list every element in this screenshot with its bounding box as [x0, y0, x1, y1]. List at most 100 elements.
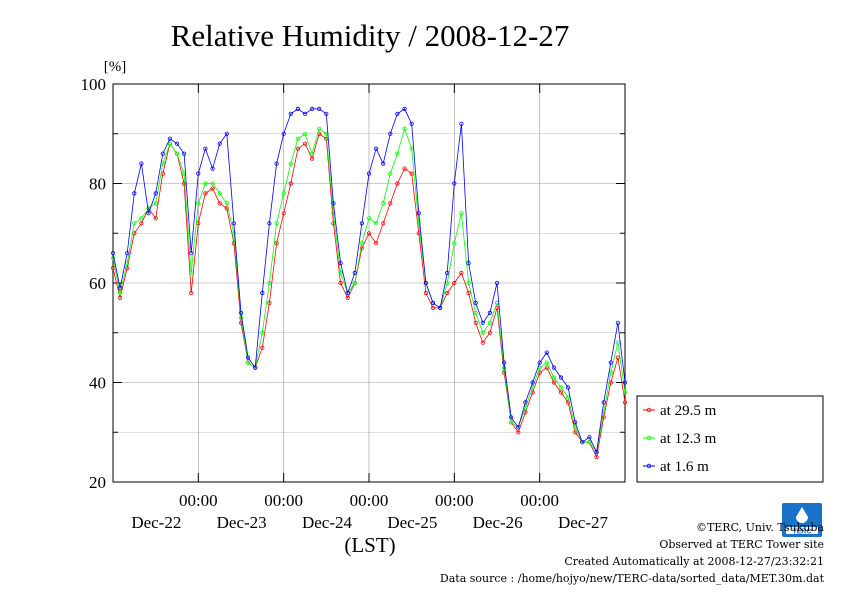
data-point	[302, 111, 308, 116]
legend-label: at 1.6 m	[660, 459, 709, 475]
data-point	[295, 106, 300, 112]
data-point	[224, 201, 229, 206]
data-point	[274, 161, 279, 166]
data-point	[395, 151, 400, 156]
data-point	[466, 290, 471, 296]
data-point	[281, 191, 286, 196]
data-point	[558, 375, 564, 380]
data-point	[231, 221, 236, 226]
data-point	[203, 181, 208, 186]
credit-observed: Observed at TERC Tower site	[659, 538, 824, 551]
data-point	[146, 211, 151, 216]
data-point	[189, 251, 194, 256]
data-point	[281, 131, 286, 136]
legend: at 29.5 m at 12.3 m at 1.6 m	[636, 395, 824, 483]
data-point	[551, 375, 557, 380]
data-point	[153, 191, 158, 196]
data-point	[480, 320, 485, 325]
data-point	[274, 221, 279, 226]
legend-label: at 29.5 m	[660, 403, 717, 419]
data-point	[537, 360, 542, 365]
data-point	[210, 186, 215, 191]
data-point	[189, 270, 194, 276]
legend-swatch-marker	[646, 435, 652, 441]
data-point	[345, 290, 350, 296]
data-point	[309, 151, 315, 156]
data-point	[509, 415, 514, 420]
x-tick-date-label: Dec-27	[558, 513, 609, 532]
data-point	[580, 440, 585, 445]
data-point	[189, 290, 194, 296]
data-point	[295, 136, 300, 141]
x-tick-time-label: 00:00	[350, 491, 389, 510]
data-point	[238, 310, 244, 315]
gridlines	[113, 84, 625, 482]
data-point	[622, 400, 628, 405]
data-point	[110, 251, 116, 256]
data-point	[139, 221, 144, 226]
data-point	[395, 181, 400, 186]
data-point	[217, 141, 222, 146]
data-point	[174, 151, 180, 156]
data-point	[373, 221, 379, 226]
data-point	[359, 221, 364, 226]
series-line	[112, 133, 626, 459]
x-tick-date-label: Dec-22	[131, 513, 181, 532]
data-point	[551, 365, 557, 370]
data-point	[317, 106, 322, 112]
data-point	[480, 340, 485, 345]
data-point	[430, 305, 436, 310]
data-point	[445, 270, 450, 276]
data-point	[125, 251, 130, 256]
data-point	[139, 216, 144, 221]
data-point	[338, 270, 343, 276]
data-point	[224, 131, 229, 136]
data-point	[203, 146, 208, 151]
data-point	[139, 161, 144, 166]
credit-created: Created Automatically at 2008-12-27/23:3…	[564, 555, 824, 568]
data-point	[565, 385, 571, 390]
data-point	[196, 171, 201, 176]
data-point	[167, 141, 172, 146]
data-point	[331, 201, 336, 206]
data-point	[203, 191, 208, 196]
data-point	[260, 345, 265, 350]
data-point	[267, 300, 272, 305]
data-point	[452, 280, 457, 286]
data-point	[388, 171, 393, 176]
data-point	[174, 141, 180, 146]
x-tick-time-label: 00:00	[435, 491, 474, 510]
data-point	[587, 440, 592, 445]
data-point	[309, 106, 315, 112]
data-point	[217, 201, 222, 206]
data-point	[615, 340, 621, 345]
data-point	[473, 310, 478, 315]
series-3	[110, 106, 628, 455]
data-point	[594, 449, 599, 455]
x-tick-date-label: Dec-23	[217, 513, 267, 532]
x-tick-time-label: 00:00	[179, 491, 218, 510]
series-line	[112, 127, 626, 454]
data-point	[622, 380, 628, 385]
data-point	[452, 241, 457, 246]
data-point	[210, 181, 215, 186]
data-point	[366, 216, 372, 221]
data-point	[238, 315, 244, 320]
data-point	[409, 121, 414, 126]
x-tick-date-label: Dec-26	[473, 513, 523, 532]
data-point	[210, 166, 215, 171]
y-axis-unit-label: [%]	[104, 59, 127, 75]
data-point	[516, 425, 521, 430]
data-point	[352, 270, 357, 276]
data-point	[459, 270, 464, 276]
data-point	[373, 241, 379, 246]
data-point	[196, 201, 201, 206]
data-point	[324, 111, 329, 116]
data-point	[373, 146, 379, 151]
data-point	[501, 360, 507, 365]
data-point	[544, 350, 549, 355]
data-point	[551, 380, 557, 385]
data-point	[516, 430, 521, 435]
data-point	[118, 290, 123, 296]
